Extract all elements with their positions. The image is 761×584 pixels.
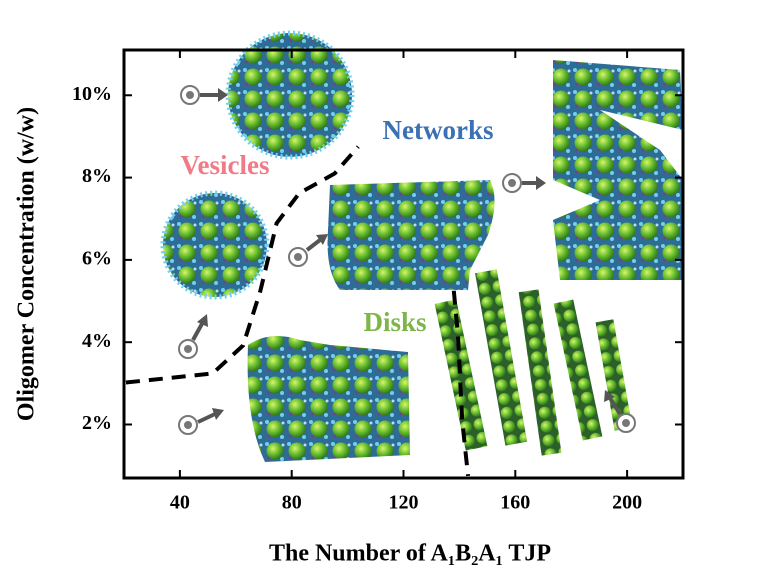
y-tick-label: 4% [82,330,112,352]
sheet [328,180,495,290]
disks-stacked [435,269,633,455]
y-axis-title: Oligomer Concentration (w/w) [14,107,40,421]
marker [503,174,546,192]
marker [179,314,208,358]
y-tick-label: 8% [82,165,112,187]
network [553,60,683,280]
chart: The Number of A₁B₂A₁ TJP Oligomer Concen… [0,0,761,584]
region-label: Disks [363,307,426,337]
y-tick-label: 6% [82,247,112,269]
y-tick-label: 10% [72,83,112,105]
marker [181,86,228,104]
x-tick-label: 200 [612,492,642,514]
marker [289,234,328,266]
x-tick-label: 80 [282,492,302,514]
page: {"chart_data": {"type": "phase-diagram",… [0,0,761,584]
marker [179,408,224,434]
region-label: Vesicles [181,150,270,180]
x-tick-label: 160 [500,492,530,514]
x-axis-title: The Number of A₁B₂A₁ TJP [269,541,551,567]
x-tick-label: 120 [389,492,419,514]
disk [248,336,410,462]
vesicle-large [228,33,352,157]
y-tick-label: 2% [82,412,112,434]
vesicle-small [163,193,267,297]
x-tick-label: 40 [170,492,190,514]
region-label: Networks [383,115,494,145]
